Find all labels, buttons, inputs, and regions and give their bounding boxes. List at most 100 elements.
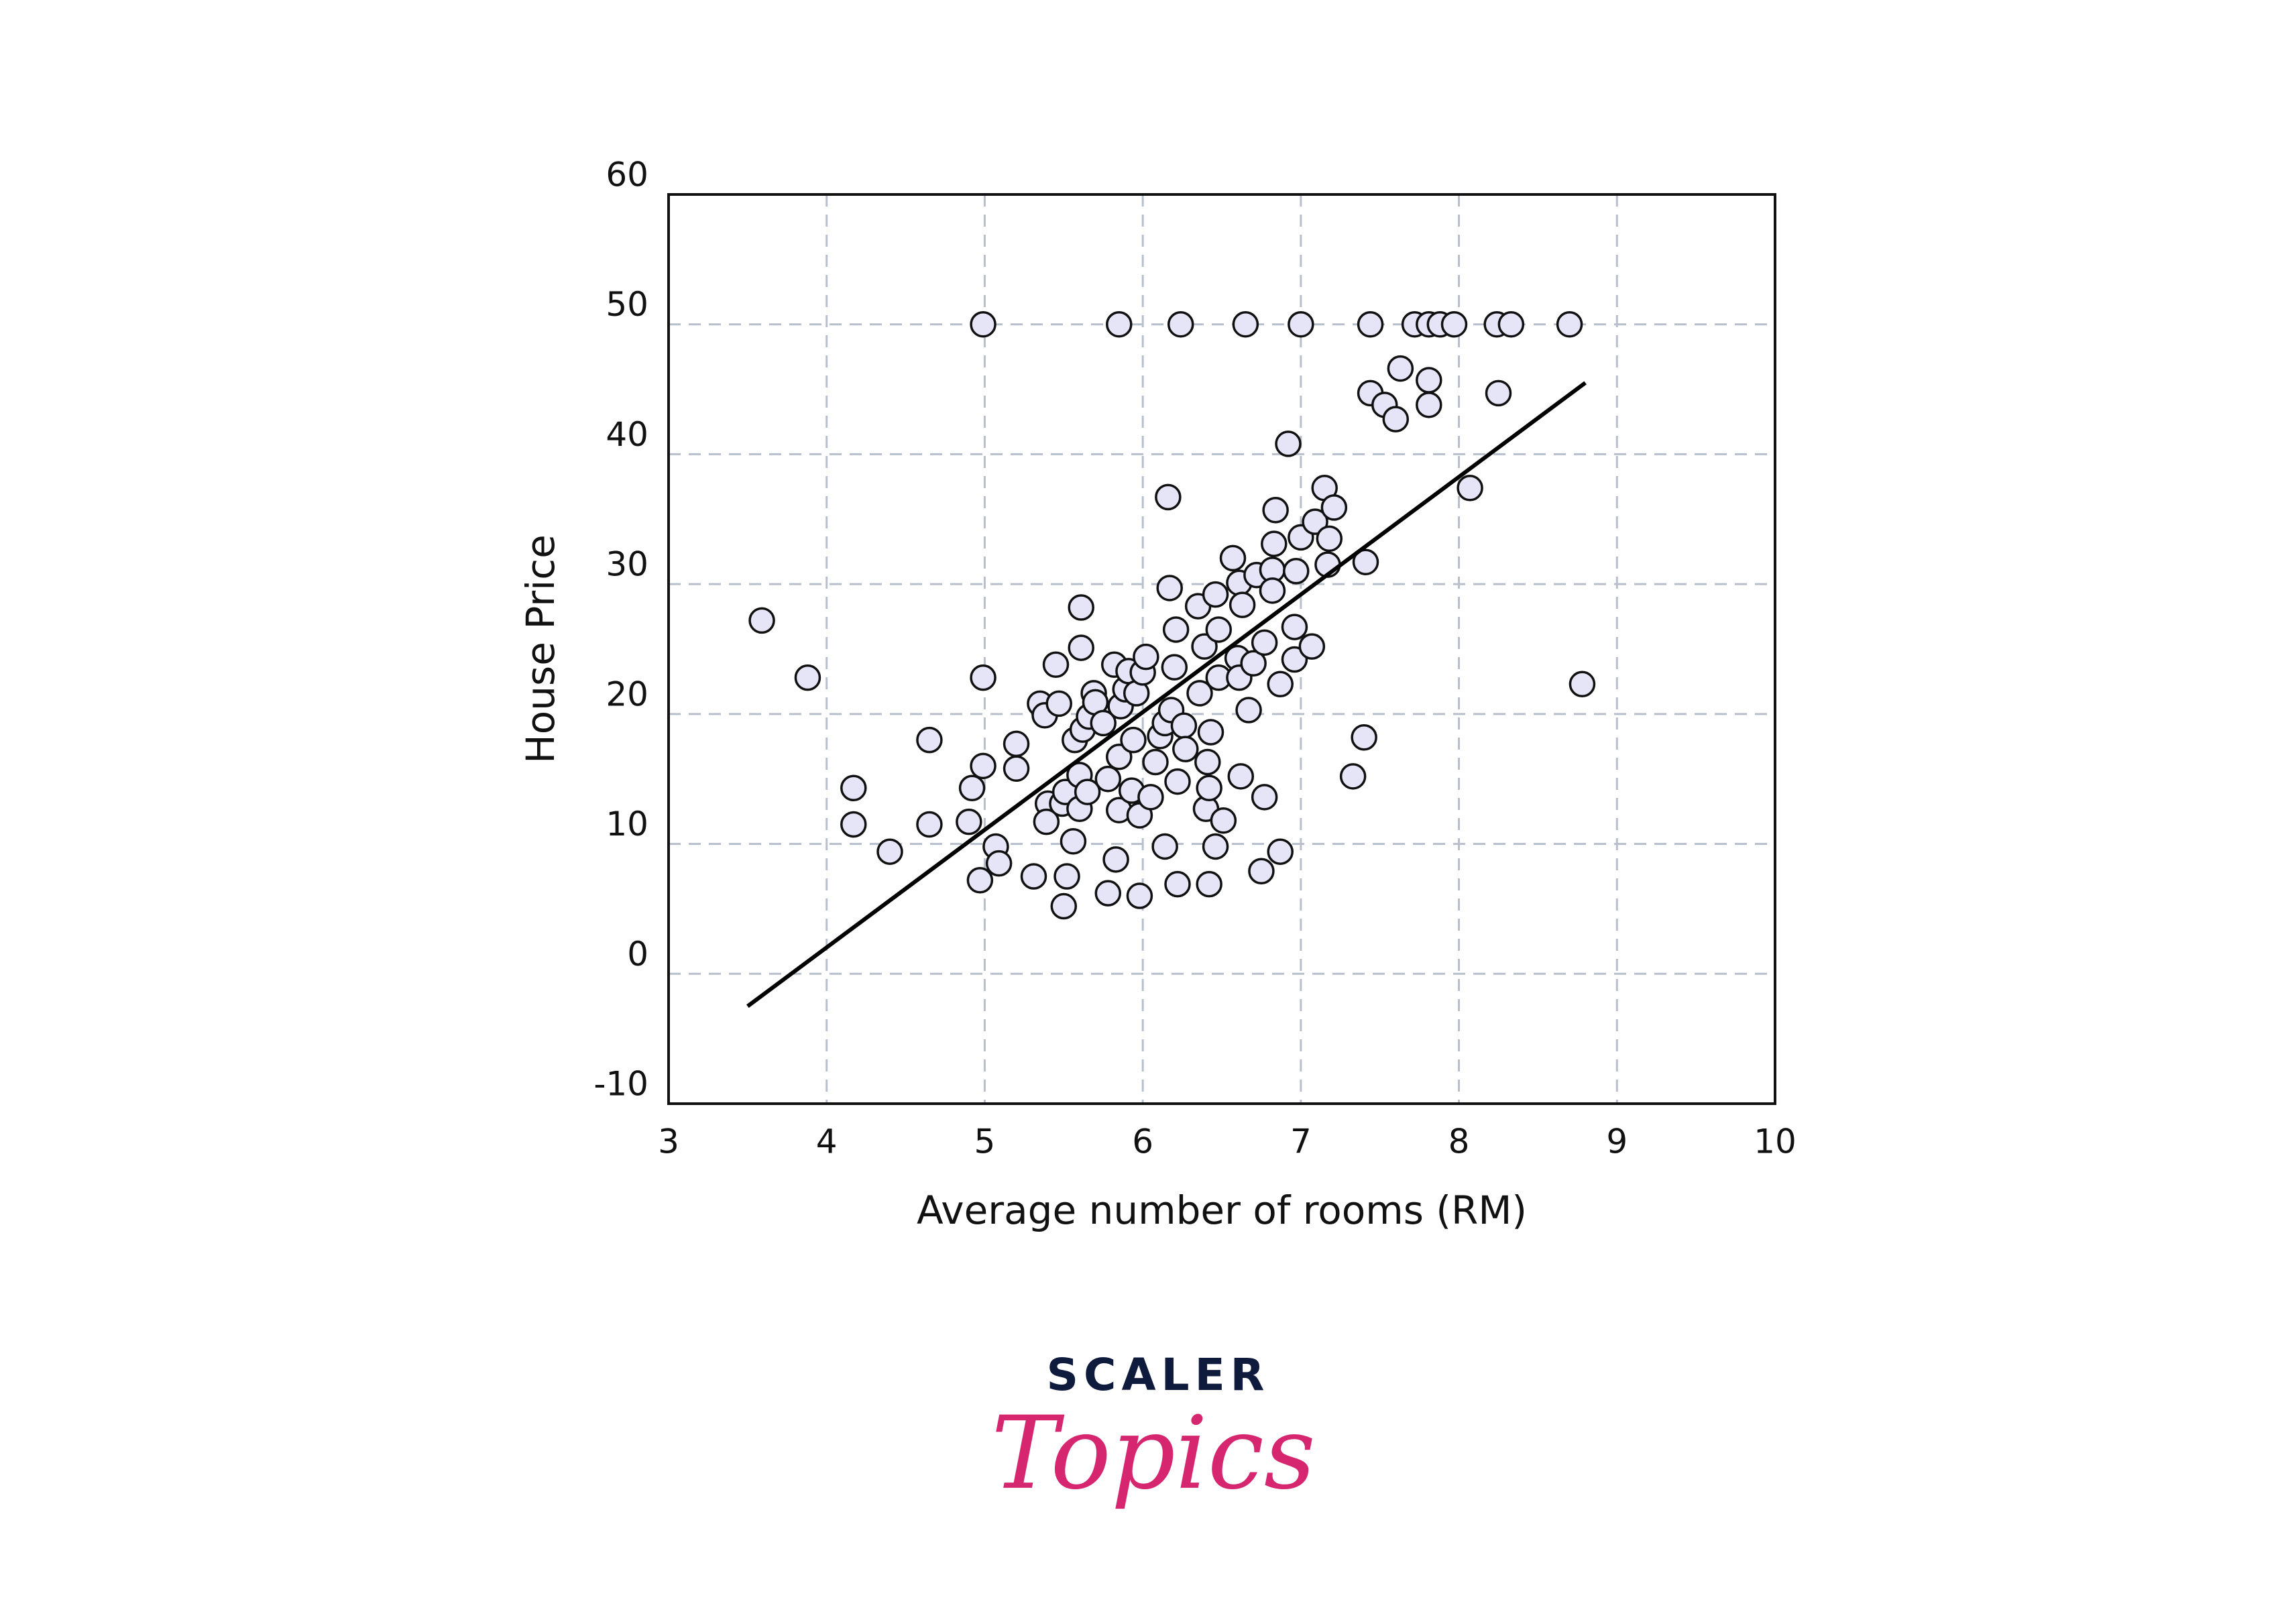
point: [970, 664, 996, 691]
plot-frame: [667, 193, 1776, 1105]
point: [1126, 882, 1153, 909]
point: [1196, 870, 1222, 898]
point: [748, 607, 775, 634]
point: [1251, 784, 1278, 811]
point: [1050, 892, 1078, 920]
point: [1020, 863, 1047, 890]
y-tick-label: 20: [606, 675, 648, 713]
point: [1261, 530, 1288, 557]
point: [1197, 719, 1224, 746]
fit-line: [746, 381, 1587, 1008]
point: [1003, 755, 1030, 782]
y-axis-title: House Price: [518, 534, 563, 764]
point: [1094, 765, 1122, 793]
point: [1068, 634, 1094, 661]
point: [1288, 310, 1314, 338]
x-axis-title: Average number of rooms (RM): [917, 1187, 1527, 1233]
point: [1196, 774, 1222, 802]
labels: 3 4 5 6 7 8 9 10 -10 0 10 20 30 40 50 60: [593, 156, 1796, 1161]
point: [966, 867, 994, 894]
point: [1320, 494, 1348, 521]
point: [1275, 430, 1302, 457]
x-tick-label: 8: [1448, 1122, 1470, 1161]
y-tick-label: -10: [593, 1065, 648, 1104]
point: [1351, 723, 1377, 751]
logo-brand: SCALER: [1046, 1349, 1269, 1401]
point: [1167, 310, 1194, 338]
point: [1229, 591, 1256, 618]
point: [1156, 575, 1183, 601]
y-tick-label: 40: [606, 415, 648, 454]
point: [1485, 380, 1512, 407]
point: [1164, 768, 1191, 795]
point: [1387, 355, 1414, 382]
point: [1170, 712, 1198, 740]
x-tick-label: 6: [1132, 1122, 1153, 1161]
point: [1281, 646, 1308, 673]
point: [1205, 616, 1233, 643]
point: [1042, 651, 1070, 678]
point: [1053, 863, 1080, 890]
point: [1302, 508, 1328, 535]
point: [1210, 807, 1237, 834]
point: [916, 811, 943, 838]
x-tick-label: 7: [1290, 1122, 1312, 1161]
point: [1120, 726, 1147, 754]
point: [1074, 778, 1101, 805]
point: [1102, 846, 1129, 873]
point: [1281, 614, 1308, 640]
point: [1186, 680, 1213, 707]
x-tick-label: 5: [974, 1122, 996, 1161]
point: [1045, 690, 1072, 717]
x-tick-label: 3: [658, 1122, 679, 1161]
point: [1357, 310, 1384, 338]
y-tick-label: 60: [606, 156, 648, 194]
point: [1569, 671, 1596, 698]
point: [1262, 496, 1289, 524]
point: [1202, 581, 1229, 608]
point: [876, 838, 903, 865]
point: [1090, 709, 1117, 737]
point: [1191, 633, 1218, 660]
point: [1497, 310, 1525, 338]
point: [916, 726, 943, 754]
point: [956, 808, 982, 835]
point: [1267, 671, 1294, 698]
point: [1416, 392, 1442, 418]
point: [840, 774, 867, 802]
point: [1162, 616, 1190, 643]
point: [1219, 544, 1247, 572]
x-tick-label: 10: [1754, 1122, 1797, 1161]
point: [1248, 858, 1275, 885]
x-tick-label: 9: [1606, 1122, 1628, 1161]
point: [1142, 748, 1169, 776]
point: [1003, 730, 1030, 758]
point: [1283, 558, 1310, 585]
y-tick-label: 10: [606, 805, 648, 844]
point: [1194, 748, 1221, 776]
point: [1033, 808, 1060, 835]
point: [1457, 475, 1483, 502]
point: [1232, 310, 1259, 338]
point: [794, 664, 821, 691]
point: [1172, 736, 1199, 762]
logo-product: Topics: [991, 1395, 1316, 1512]
point: [1251, 629, 1278, 656]
point: [1155, 483, 1182, 511]
point: [1202, 833, 1229, 860]
point: [1298, 633, 1326, 660]
point: [1339, 763, 1367, 790]
point: [1227, 763, 1255, 790]
point: [1382, 406, 1410, 432]
marks: [746, 310, 1596, 1008]
point: [1094, 880, 1122, 907]
point: [1440, 310, 1468, 338]
point: [1352, 548, 1379, 575]
x-tick-label: 4: [816, 1122, 838, 1161]
point: [1164, 870, 1191, 898]
point: [985, 850, 1013, 877]
point: [1556, 310, 1583, 338]
point: [1106, 744, 1133, 770]
